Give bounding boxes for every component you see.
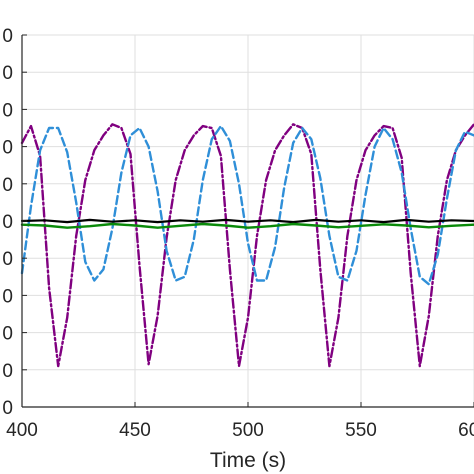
y-tick-label: 0 [2,63,13,84]
y-tick-label: 0 [2,175,13,196]
series-line-2 [20,218,474,224]
y-tick-label: 0 [2,26,13,47]
series-lines [20,123,474,368]
x-tick-label: 550 [345,420,377,441]
x-tick-label: 500 [232,420,264,441]
series-line-3 [20,222,474,229]
series-line-1 [20,124,474,286]
x-tick-label: 600 [458,420,474,441]
x-axis-label: Time (s) [210,449,286,472]
series-line-0 [20,123,474,368]
x-tick-label: 400 [6,420,38,441]
y-tick-label: 0 [2,212,13,233]
axes [21,34,474,408]
y-tick-label: 0 [2,398,13,419]
y-tick-label: 0 [2,361,13,382]
y-tick-label: 0 [2,324,13,345]
y-tick-label: 0 [2,286,13,307]
y-tick-label: 0 [2,100,13,121]
y-tick-label: 0 [2,249,13,270]
x-tick-label: 450 [119,420,151,441]
y-tick-label: 0 [2,138,13,159]
tick-labels: 400 450 500 550 600 0 0 0 0 0 0 0 0 0 0 0 [2,26,474,441]
